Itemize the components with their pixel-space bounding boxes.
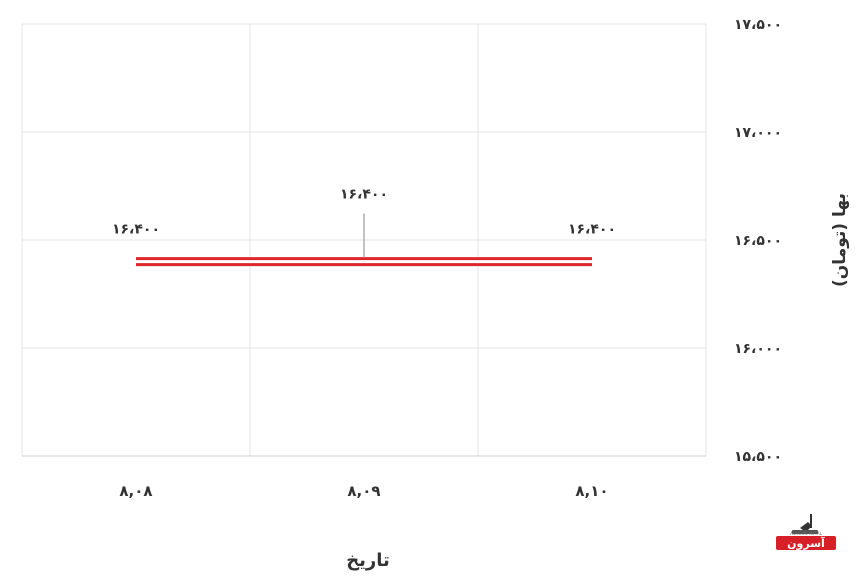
y-tick-label: ۱۶،۰۰۰ [734, 341, 782, 357]
y-tick-label: ۱۵،۵۰۰ [734, 449, 782, 465]
brand-logo: ASROON METAL آسرون [770, 512, 842, 562]
data-labels: ۱۶،۴۰۰ ۱۶،۴۰۰ ۱۶،۴۰۰ [112, 187, 616, 258]
y-tick-label: ۱۶،۵۰۰ [734, 233, 782, 249]
logo-tagline: ASROON METAL [790, 531, 822, 536]
logo-brand-text: آسرون [787, 536, 825, 550]
logo-mark: ASROON METAL آسرون [770, 512, 842, 562]
data-label: ۱۶،۴۰۰ [112, 222, 160, 238]
data-label: ۱۶،۴۰۰ [568, 222, 616, 238]
y-axis-title: بها (تومان) [830, 193, 850, 287]
x-axis-ticks: ۸,۰۸ ۸,۰۹ ۸,۱۰ [119, 482, 608, 500]
y-axis-ticks: ۱۷،۵۰۰ ۱۷،۰۰۰ ۱۶،۵۰۰ ۱۶،۰۰۰ ۱۵،۵۰۰ [734, 17, 782, 465]
x-tick-label: ۸,۰۹ [347, 482, 380, 500]
data-label: ۱۶،۴۰۰ [340, 187, 388, 203]
x-axis-title: تاریخ [346, 550, 390, 571]
y-tick-label: ۱۷،۵۰۰ [734, 17, 782, 33]
x-tick-label: ۸,۰۸ [119, 482, 152, 500]
y-tick-label: ۱۷،۰۰۰ [734, 125, 782, 141]
x-tick-label: ۸,۱۰ [575, 482, 608, 500]
